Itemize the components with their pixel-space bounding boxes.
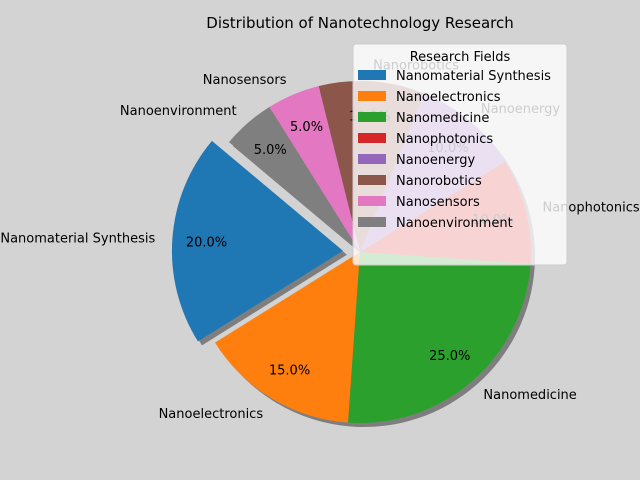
legend-swatch-nanoenvironment [358, 217, 386, 227]
pct-label-nanosensors: 5.0% [290, 120, 323, 135]
legend-swatch-nanomaterial-synthesis [358, 70, 386, 80]
legend-label-nanomaterial-synthesis: Nanomaterial Synthesis [396, 69, 551, 84]
legend-label-nanoenergy: Nanoenergy [396, 153, 475, 168]
legend-box [352, 43, 568, 266]
chart-title: Distribution of Nanotechnology Research [206, 14, 513, 32]
legend-label-nanoenvironment: Nanoenvironment [396, 216, 513, 231]
legend-swatch-nanosensors [358, 196, 386, 206]
legend-title: Research Fields [410, 50, 511, 65]
slice-nanomedicine [348, 252, 531, 424]
slice-label-nanosensors: Nanosensors [203, 73, 287, 88]
legend-swatch-nanoenergy [358, 154, 386, 164]
pct-label-nanoenvironment: 5.0% [254, 143, 287, 158]
pct-label-nanomaterial-synthesis: 20.0% [186, 235, 227, 250]
legend-label-nanoelectronics: Nanoelectronics [396, 90, 501, 105]
slice-label-nanoelectronics: Nanoelectronics [159, 407, 264, 422]
legend-swatch-nanomedicine [358, 112, 386, 122]
slice-nanoenvironment [229, 106, 360, 253]
legend: Research Fields Nanomaterial SynthesisNa… [352, 43, 568, 266]
pct-label-nanoelectronics: 15.0% [269, 363, 310, 378]
slice-label-nanoenvironment: Nanoenvironment [120, 104, 237, 119]
slice-nanoelectronics [214, 252, 360, 423]
slice-nanomaterial-synthesis [171, 140, 343, 342]
legend-label-nanophotonics: Nanophotonics [396, 132, 493, 147]
legend-swatch-nanoelectronics [358, 91, 386, 101]
legend-items: Nanomaterial Synthesis Nanoelectronics Nan… [358, 69, 551, 231]
legend-swatch-nanorobotics [358, 175, 386, 185]
slice-label-nanomaterial-synthesis: Nanomaterial Synthesis [0, 232, 155, 247]
legend-label-nanomedicine: Nanomedicine [396, 111, 489, 126]
legend-label-nanorobotics: Nanorobotics [396, 174, 482, 189]
pct-label-nanomedicine: 25.0% [429, 349, 470, 364]
legend-label-nanosensors: Nanosensors [396, 195, 480, 210]
slice-label-nanomedicine: Nanomedicine [483, 388, 576, 403]
slice-nanosensors [269, 86, 360, 252]
legend-swatch-nanophotonics [358, 133, 386, 143]
